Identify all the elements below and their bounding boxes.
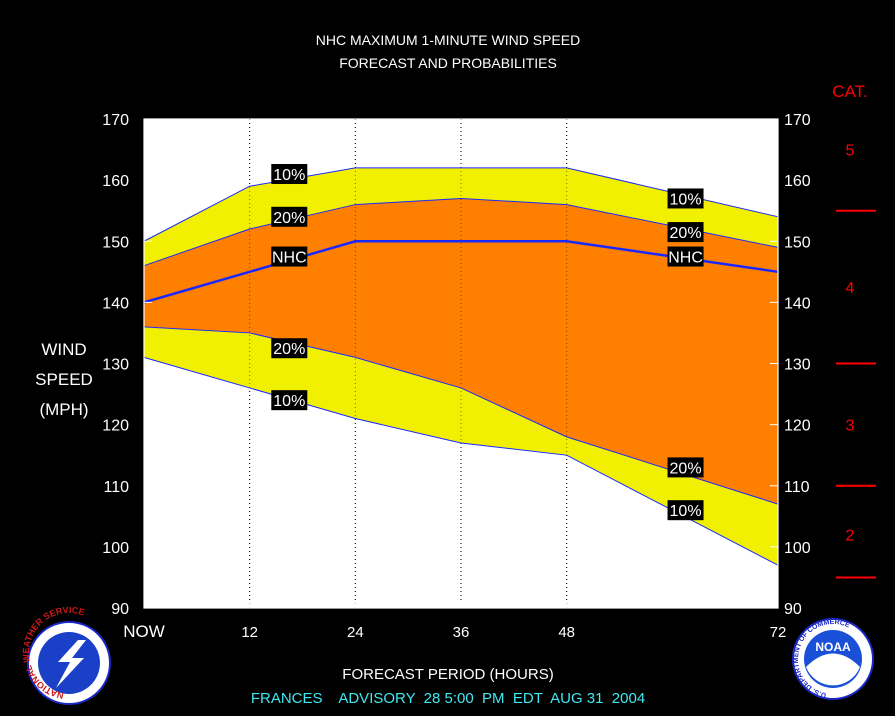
y-tick-label-left-2: 110 (103, 479, 129, 496)
y-axis-label-line-1: WIND (41, 340, 86, 359)
y-tick-label-right-5: 140 (784, 295, 811, 312)
category-label-2: 3 (846, 418, 855, 435)
y-axis-label-line-2: SPEED (35, 370, 93, 389)
band-label-6: 20% (670, 225, 702, 242)
band-label-box-4 (271, 390, 308, 411)
band-label-4: 10% (273, 393, 305, 410)
band-label-8: 20% (670, 460, 702, 477)
band-label-box-5 (667, 188, 704, 209)
y-tick-label-left-6: 150 (102, 234, 129, 251)
x-axis-label: FORECAST PERIOD (HOURS) (342, 666, 553, 683)
series-line-1 (143, 197, 779, 267)
band-label-box-3 (271, 338, 308, 359)
y-tick-label-right-3: 120 (784, 418, 811, 435)
band-label-box-6 (667, 222, 704, 243)
band-label-box-8 (667, 457, 704, 478)
y-tick-label-right-4: 130 (784, 357, 811, 374)
chart-subtitle: FORECAST AND PROBABILITIES (339, 55, 557, 71)
series-line-0 (143, 167, 779, 242)
series-line-3 (143, 326, 779, 505)
band-label-1: 20% (273, 210, 305, 227)
category-title: CAT. (832, 82, 868, 101)
y-tick-label-left-5: 140 (102, 295, 129, 312)
band-label-box-9 (667, 500, 704, 521)
category-label-0: 5 (846, 143, 855, 160)
x-tick-label-3: 36 (453, 624, 470, 641)
band-label-box-7 (667, 246, 704, 267)
x-tick-label-5: 72 (770, 624, 787, 641)
y-tick-label-right-2: 110 (784, 479, 810, 496)
y-tick-label-left-8: 170 (102, 112, 129, 129)
series-line-4 (143, 356, 779, 566)
series-line-2 (143, 240, 779, 304)
band-label-9: 10% (670, 503, 702, 520)
category-label-3: 2 (846, 528, 855, 545)
y-tick-label-left-7: 160 (102, 173, 129, 190)
y-tick-label-right-1: 100 (784, 540, 811, 557)
band-label-7: NHC (668, 250, 703, 267)
band-label-3: 20% (273, 341, 305, 358)
chart-title: NHC MAXIMUM 1-MINUTE WIND SPEED (316, 32, 580, 48)
noaa-logo-center-text: NOAA (815, 640, 851, 654)
x-tick-label-0: NOW (123, 622, 165, 641)
nws-logo: NATIONAL WEATHER SERVICE (21, 605, 111, 705)
y-tick-label-right-0: 90 (784, 601, 802, 618)
y-tick-label-right-6: 150 (784, 234, 811, 251)
band-label-box-0 (271, 164, 308, 185)
band-label-box-2 (271, 246, 308, 267)
y-tick-label-left-1: 100 (102, 540, 129, 557)
band-label-2: NHC (272, 250, 307, 267)
band-label-0: 10% (273, 167, 305, 184)
band-label-5: 10% (670, 191, 702, 208)
y-tick-label-left-4: 130 (102, 357, 129, 374)
y-tick-label-right-7: 160 (784, 173, 811, 190)
x-tick-label-4: 48 (558, 624, 575, 641)
lightning-icon (56, 640, 86, 688)
y-tick-label-right-8: 170 (784, 112, 811, 129)
y-tick-label-left-3: 120 (102, 418, 129, 435)
band-label-box-1 (271, 206, 308, 227)
x-tick-label-1: 12 (241, 624, 258, 641)
advisory-footer: FRANCES ADVISORY 28 5:00 PM EDT AUG 31 2… (251, 690, 645, 707)
y-axis-label-line-3: (MPH) (39, 400, 88, 419)
x-tick-label-2: 24 (347, 624, 364, 641)
noaa-logo: NOAA U.S. DEPARTMENT OF COMMERCE (792, 618, 874, 700)
y-tick-label-left-0: 90 (111, 601, 129, 618)
category-label-1: 4 (846, 280, 855, 297)
